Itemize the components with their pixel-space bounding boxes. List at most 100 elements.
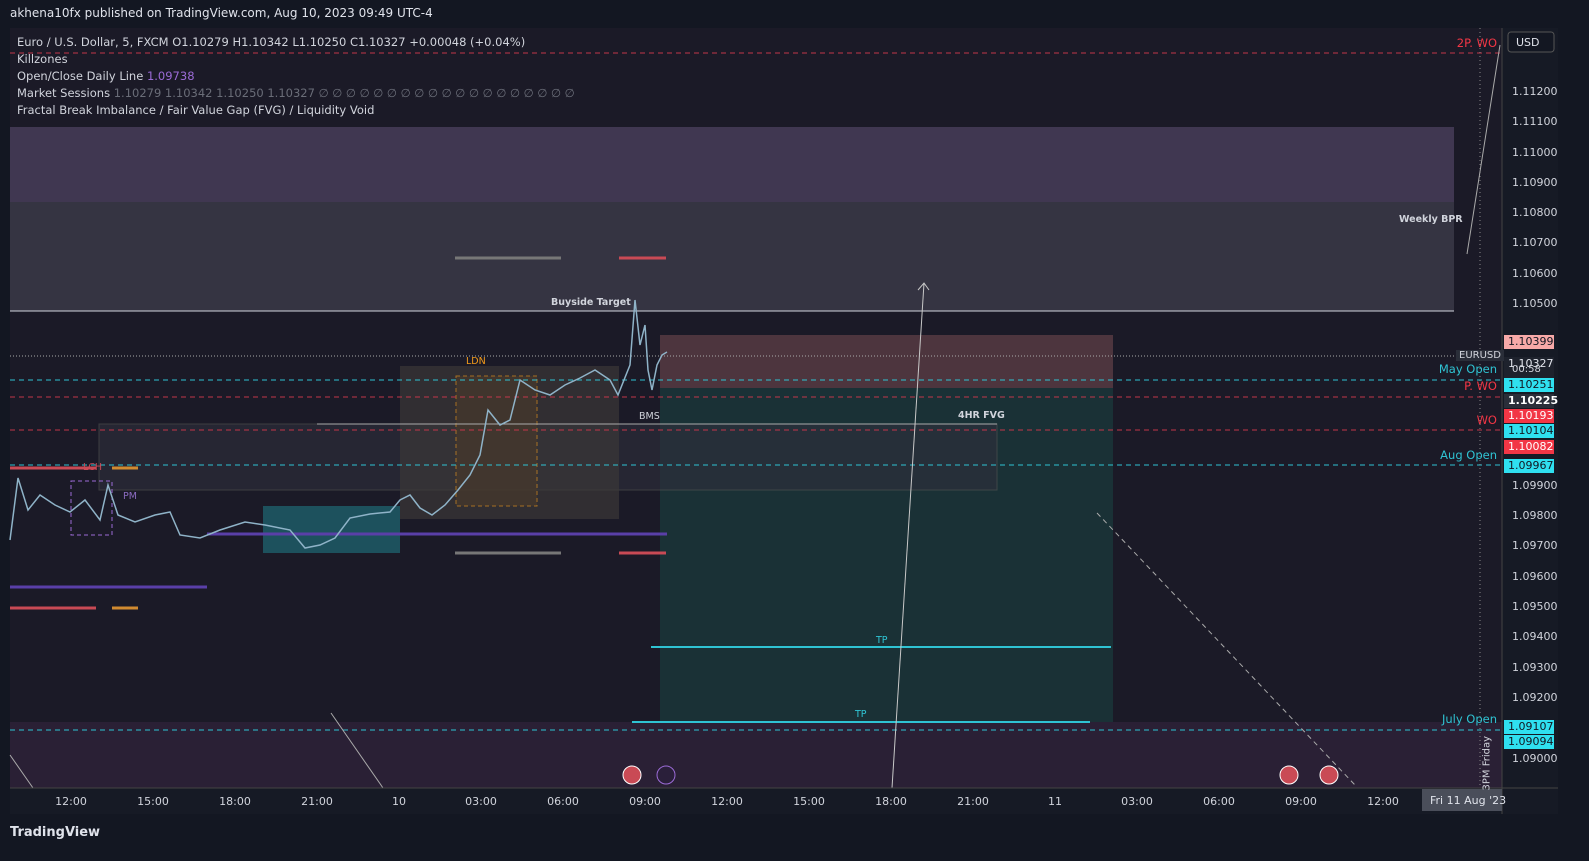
annotation: LCH [83,462,103,473]
price-label: 1.09300 [1512,660,1558,674]
level-label: P. WO [1464,379,1497,393]
indicator-value: 1.10279 1.10342 1.10250 1.10327 ∅ ∅ ∅ ∅ … [113,86,575,100]
symbol-row: Euro / U.S. Dollar, 5, FXCM O1.10279 H1.… [17,34,575,51]
annotation: PM [123,491,137,502]
trend-line [1466,44,1501,255]
time-label: 18:00 [875,795,907,808]
annotation: BMS [639,411,660,422]
level-label: 2P. WO [1456,36,1497,50]
bpr-upper [10,127,1454,202]
ohlc: H1.10342 [232,35,289,49]
price-label: 1.09500 [1512,600,1558,613]
publisher: akhena10fx published on TradingView.com,… [10,6,433,20]
countdown: 00:58 [1512,364,1541,375]
annotation: 4HR FVG [958,410,1005,421]
price-label: 1.09200 [1512,690,1558,704]
price-tag: 1.09967 [1504,459,1554,473]
date-tag: Fri 11 Aug '23 [1430,794,1507,807]
annotation: Weekly BPR [1399,214,1463,225]
event-icons [622,765,1339,785]
date-tag-bg [1422,789,1502,811]
price-tag: 1.10082 [1504,440,1554,454]
price-tag: 1.10104 [1504,424,1554,438]
time-label: 18:00 [219,795,251,808]
time-label: 06:00 [547,795,579,808]
time-label: 12:00 [55,795,87,808]
price-tag: 1.10193 [1504,409,1554,423]
price-label: 1.11000 [1512,145,1558,159]
bpr-lower [10,202,1454,311]
annotation: TP [876,635,888,646]
price-label: 1.09900 [1512,478,1558,492]
price-tag: 1.10399 [1504,335,1554,349]
annotation: TP [855,709,867,720]
change: +0.00048 (+0.04%) [409,35,526,49]
pm-box [70,480,113,536]
time-label: 09:00 [629,795,661,808]
price-tag: 1.10225 [1504,394,1558,408]
level-label: May Open [1438,362,1497,376]
event-icon[interactable] [1279,765,1299,785]
price-label: 1.11100 [1512,115,1558,129]
ohlc: L1.10250 [292,35,347,49]
price-label: 1.09800 [1512,509,1558,523]
time-label: 15:00 [137,795,169,808]
level-label: Aug Open [1440,448,1497,462]
symbol: Euro / U.S. Dollar, 5, FXCM [17,35,169,49]
indicator: Fractal Break Imbalance / Fair Value Gap… [17,103,375,117]
time-label: 10 [392,795,406,808]
level-label: WO [1476,413,1497,427]
annotation: LDN [466,356,486,367]
ohlc: C1.10327 [349,35,406,49]
july-band [10,722,1502,788]
annotation: 3PM Friday [1481,735,1493,791]
price-label: 1.09400 [1512,630,1558,644]
price-tag: 1.09107 [1504,720,1554,734]
time-label: 06:00 [1203,795,1235,808]
currency-button[interactable] [1507,31,1555,53]
ohlc: O1.10279 [172,35,229,49]
legend: Euro / U.S. Dollar, 5, FXCM O1.10279 H1.… [17,34,575,119]
price-label: 1.11200 [1512,84,1558,98]
event-icon[interactable] [656,765,676,785]
price-label: 1.09600 [1512,569,1558,583]
indicator: Open/Close Daily Line 1.09738 [17,68,575,85]
price-tag: 1.10251 [1504,378,1554,392]
trend-line [330,712,384,789]
symbol-tag: EURUSD [1456,350,1504,361]
price-path [9,299,668,549]
indicator: Market Sessions 1.10279 1.10342 1.10250 … [17,85,575,102]
price-tag: 1.09094 [1504,735,1554,749]
event-icon[interactable] [622,765,642,785]
price-label: 1.09000 [1512,751,1558,765]
arrow [891,282,925,789]
indicator-name: Open/Close Daily Line [17,69,144,83]
event-icon[interactable] [1319,765,1339,785]
price-label: 1.10500 [1512,297,1558,310]
time-label: 03:00 [465,795,497,808]
arrow-head [917,282,930,291]
time-label: 15:00 [793,795,825,808]
indicator-name: Market Sessions [17,86,111,100]
time-label: 11 [1048,795,1062,808]
ldn-box [455,375,538,507]
annotation: Buyside Target [551,297,631,308]
price-label: 1.10800 [1512,206,1558,220]
stop-box [660,335,1113,388]
price-label: 1.10900 [1512,175,1558,189]
currency[interactable]: USD [1516,36,1540,49]
price-label: 1.09700 [1512,539,1558,553]
time-label: 21:00 [301,795,333,808]
price-label: 1.10600 [1512,266,1558,280]
trend-line [9,754,34,789]
footer-logo: TradingView [10,825,101,840]
time-label: 12:00 [711,795,743,808]
price-label: 1.10700 [1512,236,1558,250]
level-label: July Open [1441,712,1497,726]
time-label: 12:00 [1367,795,1399,808]
time-label: 21:00 [957,795,989,808]
time-label: 03:00 [1121,795,1153,808]
indicator: Killzones [17,52,68,66]
indicator-value: 1.09738 [146,69,195,83]
